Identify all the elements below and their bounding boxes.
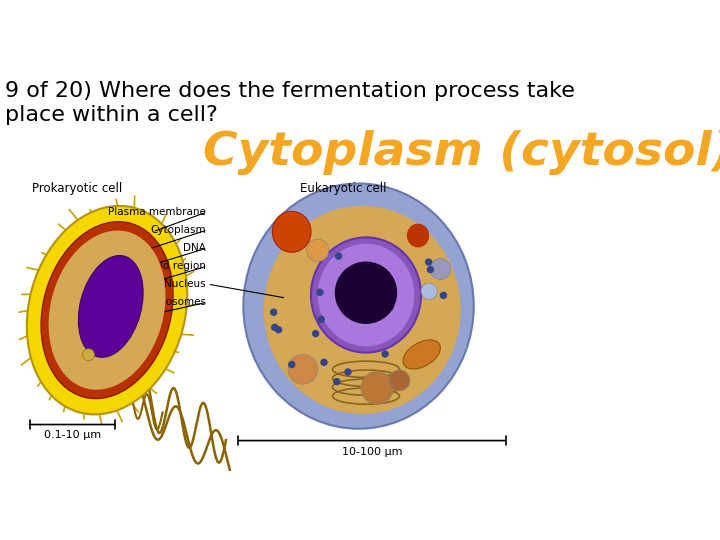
- Text: Eukaryotic cell: Eukaryotic cell: [300, 181, 386, 195]
- Circle shape: [430, 259, 451, 279]
- Ellipse shape: [41, 222, 173, 399]
- Circle shape: [382, 350, 389, 357]
- Ellipse shape: [48, 231, 166, 390]
- Circle shape: [307, 239, 329, 261]
- Text: Nucleus: Nucleus: [164, 279, 206, 289]
- Text: Prokaryotic cell: Prokaryotic cell: [32, 181, 122, 195]
- Ellipse shape: [27, 206, 187, 414]
- Ellipse shape: [272, 211, 311, 252]
- Circle shape: [288, 354, 318, 384]
- Ellipse shape: [407, 224, 429, 247]
- Ellipse shape: [264, 206, 461, 414]
- Text: 9 of 20) Where does the fermentation process take
place within a cell?: 9 of 20) Where does the fermentation pro…: [5, 82, 575, 125]
- Ellipse shape: [318, 244, 414, 346]
- Circle shape: [427, 266, 434, 273]
- Circle shape: [320, 359, 328, 366]
- Circle shape: [361, 372, 394, 404]
- Circle shape: [275, 326, 282, 334]
- Text: Plasma membrane: Plasma membrane: [108, 207, 206, 217]
- Circle shape: [288, 361, 295, 368]
- Circle shape: [386, 304, 394, 311]
- Circle shape: [389, 370, 410, 391]
- Ellipse shape: [403, 340, 441, 369]
- Ellipse shape: [78, 255, 143, 357]
- Text: 0.1-10 μm: 0.1-10 μm: [44, 430, 101, 441]
- Circle shape: [312, 330, 320, 338]
- Circle shape: [333, 378, 341, 386]
- Circle shape: [363, 275, 370, 283]
- Circle shape: [425, 258, 433, 266]
- Ellipse shape: [243, 184, 474, 429]
- Circle shape: [440, 292, 447, 299]
- Circle shape: [364, 286, 372, 294]
- Circle shape: [318, 316, 325, 323]
- Text: Cytoplasm (cytosol): Cytoplasm (cytosol): [203, 130, 720, 174]
- Circle shape: [335, 261, 397, 324]
- Ellipse shape: [311, 238, 421, 353]
- Circle shape: [83, 349, 94, 361]
- Text: DNA: DNA: [183, 243, 206, 253]
- Circle shape: [270, 308, 277, 316]
- Text: 10-100 μm: 10-100 μm: [342, 447, 402, 456]
- Circle shape: [316, 288, 324, 296]
- Text: Nucleoid region: Nucleoid region: [124, 261, 206, 271]
- Text: Ribosomes: Ribosomes: [149, 297, 206, 307]
- Text: Cytoplasm: Cytoplasm: [150, 225, 206, 235]
- Circle shape: [335, 252, 342, 260]
- Circle shape: [344, 368, 351, 376]
- Circle shape: [271, 323, 279, 331]
- Circle shape: [421, 283, 437, 300]
